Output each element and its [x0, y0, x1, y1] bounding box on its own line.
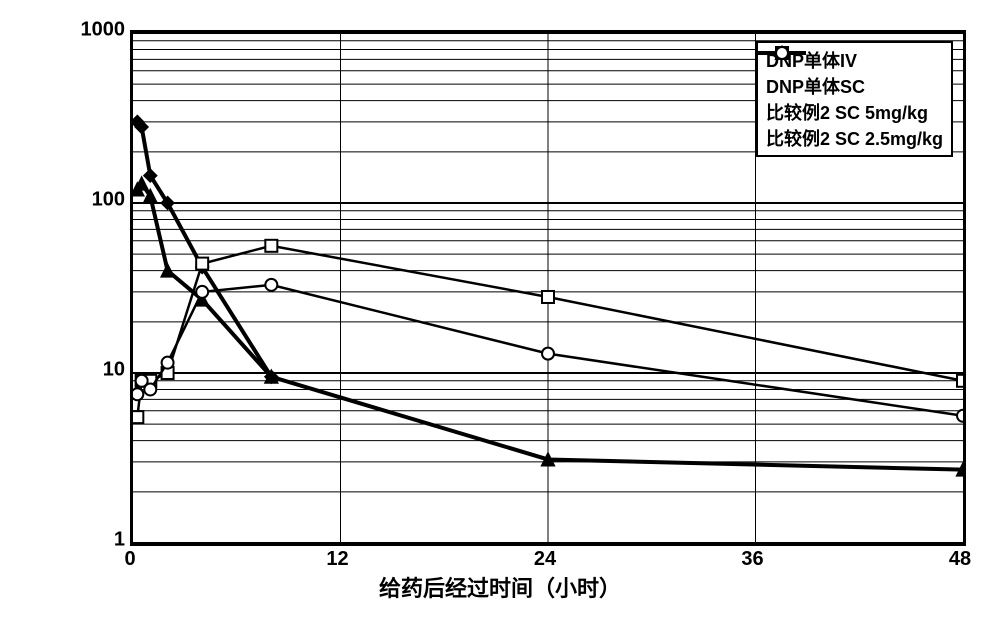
legend-row: 比较例2 SC 2.5mg/kg: [766, 125, 943, 151]
x-tick-label: 12: [326, 548, 348, 571]
legend: DNP单体IVDNP单体SC比较例2 SC 5mg/kg比较例2 SC 2.5m…: [756, 41, 953, 157]
x-tick-label: 48: [949, 548, 971, 571]
x-tick-label: 24: [534, 548, 556, 571]
y-tick-label: 10: [103, 359, 125, 382]
y-tick-label: 1000: [81, 19, 126, 42]
legend-marker: [758, 43, 951, 155]
plot-area: DNP单体IVDNP单体SC比较例2 SC 5mg/kg比较例2 SC 2.5m…: [130, 30, 966, 546]
x-tick-label: 0: [124, 548, 135, 571]
x-axis-label: 给药后经过时间（小时）: [379, 571, 621, 603]
x-tick-label: 36: [741, 548, 763, 571]
chart-container: 血浆中盐酸多奈哌齐浓度(ng/mL) 给药后经过时间（小时） DNP单体IVDN…: [20, 20, 980, 608]
y-tick-label: 1: [114, 529, 125, 552]
y-tick-label: 100: [92, 189, 125, 212]
